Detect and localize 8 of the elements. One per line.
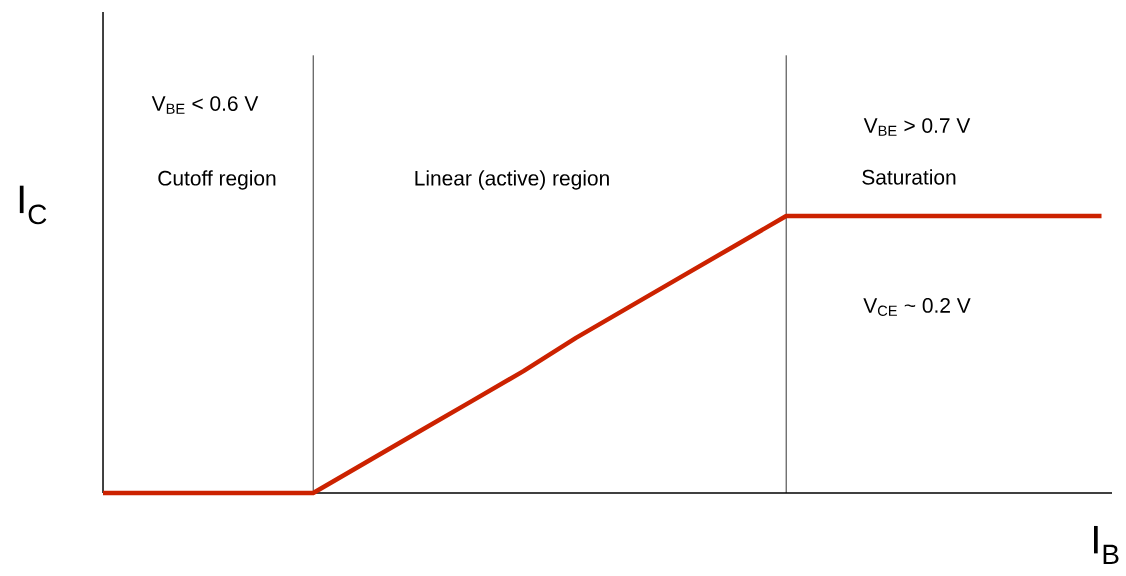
text: Saturation bbox=[862, 169, 956, 185]
x-axis-title: I$_{B}$ bbox=[1093, 525, 1119, 565]
text: V$_{BE}$ < 0.6 V bbox=[151, 96, 259, 114]
text: Linear (active) region bbox=[415, 170, 609, 190]
y-axis-title: I$_{C}$ bbox=[19, 185, 47, 225]
annotation: V$_{CE}$ ~ 0.2 V bbox=[863, 298, 971, 316]
text: Cutoff region bbox=[158, 170, 276, 190]
text: V$_{BE}$ > 0.7 V bbox=[863, 118, 971, 136]
